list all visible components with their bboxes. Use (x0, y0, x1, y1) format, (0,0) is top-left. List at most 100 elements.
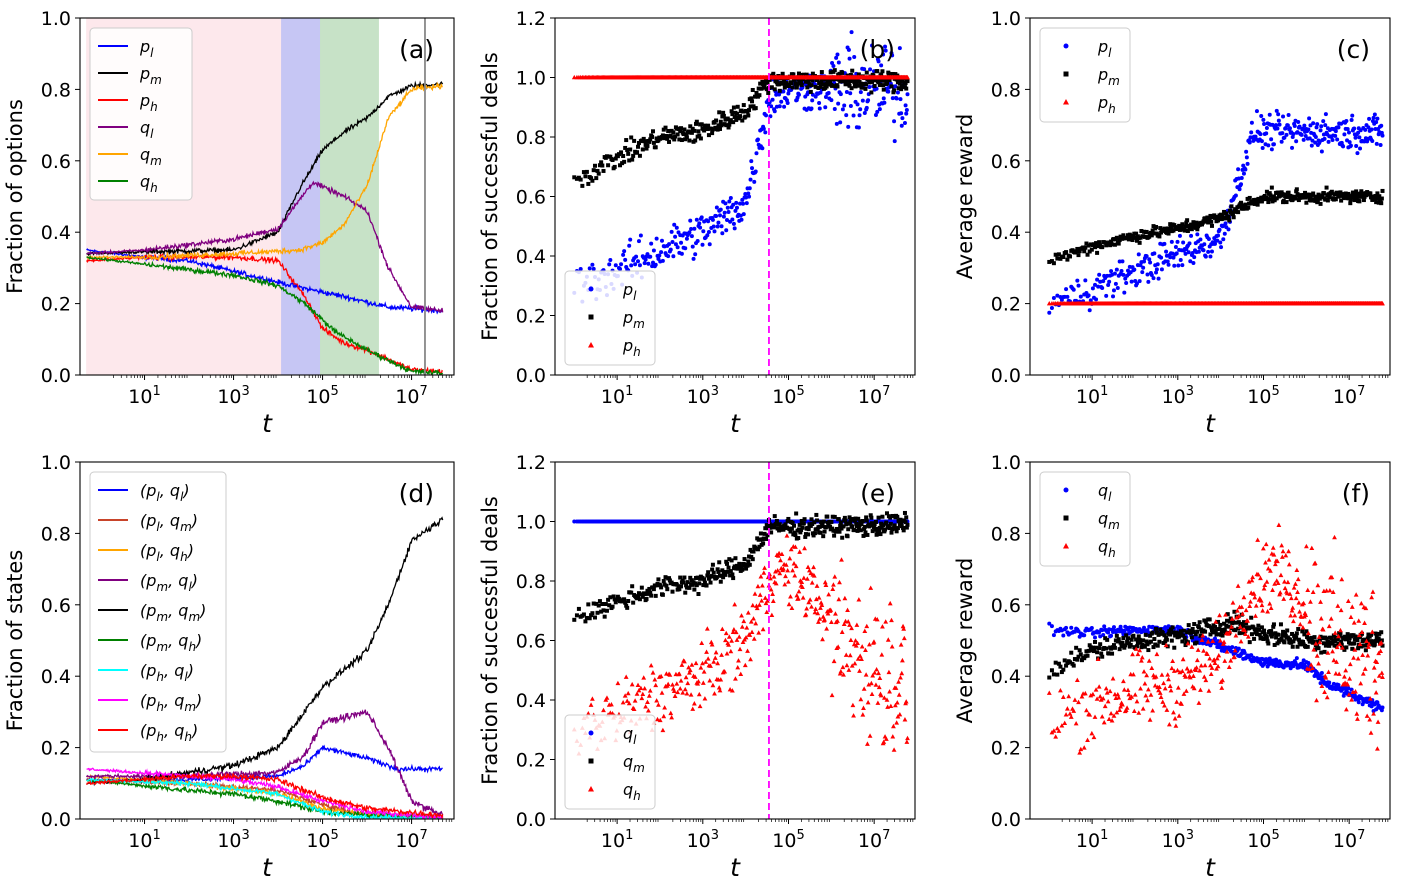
point-p_m (1266, 200, 1271, 205)
point-p_m (884, 80, 889, 85)
point-q_h (770, 591, 775, 596)
point-p_l (873, 113, 878, 118)
point-p_l (1354, 143, 1359, 148)
point-p_m (1185, 228, 1190, 233)
legend-label: pl (622, 280, 637, 303)
legend-item-(p_m,q_l): (pm, ql) (98, 571, 198, 594)
point-p_m (705, 127, 710, 132)
point-p_m (1256, 196, 1261, 201)
point-q_m (1059, 670, 1064, 675)
point-p_m (653, 145, 658, 150)
point-q_m (1186, 623, 1191, 628)
point-q_h (677, 686, 683, 691)
point-p_m (769, 85, 774, 90)
point-p_l (1093, 282, 1098, 287)
point-p_m (738, 114, 743, 119)
point-p_m (1294, 187, 1299, 192)
x-axis-label: t (730, 409, 741, 438)
point-p_l (1152, 251, 1157, 256)
point-p_l (683, 246, 688, 251)
point-p_m (642, 139, 647, 144)
line-(p_m,q_l) (86, 709, 444, 819)
point-p_l (591, 266, 596, 271)
y-tick-label: 0.0 (41, 365, 71, 387)
point-p_l (1145, 272, 1150, 277)
point-q_l (1380, 705, 1385, 710)
point-p_m (737, 116, 742, 121)
point-p_l (1219, 245, 1224, 250)
point-q_m (855, 528, 860, 533)
point-p_l (1323, 112, 1328, 117)
point-q_l (1093, 635, 1098, 640)
point-q_h (856, 597, 862, 602)
point-q_h (701, 669, 707, 674)
point-p_l (1276, 112, 1281, 117)
point-p_m (663, 125, 668, 130)
point-q_m (733, 556, 738, 561)
point-q_h (855, 640, 860, 646)
point-q_m (702, 580, 707, 585)
point-q_l (1356, 700, 1361, 705)
y-tick-label: 1.0 (516, 512, 546, 534)
point-p_l (829, 98, 834, 103)
point-q_m (858, 528, 863, 533)
point-q_m (706, 570, 711, 575)
point-q_m (859, 522, 864, 527)
point-p_m (819, 79, 824, 84)
point-q_m (1154, 630, 1159, 635)
point-q_m (904, 515, 909, 520)
point-q_h (690, 706, 696, 711)
point-p_l (720, 231, 725, 236)
point-p_l (726, 209, 731, 214)
point-p_m (838, 79, 843, 84)
point-p_l (637, 263, 642, 268)
point-q_m (599, 609, 604, 614)
point-p_l (1233, 193, 1238, 198)
point-q_m (830, 514, 835, 519)
series-q_m (572, 510, 910, 624)
point-q_m (811, 533, 816, 538)
point-p_m (664, 133, 669, 138)
point-p_m (721, 110, 726, 115)
point-p_m (875, 69, 880, 74)
point-p_m (808, 89, 813, 94)
point-q_h (588, 702, 594, 707)
point-q_m (1162, 633, 1167, 638)
point-q_h (686, 665, 691, 670)
point-q_m (1217, 626, 1222, 631)
point-q_m (1134, 637, 1139, 642)
legend-swatch (1063, 99, 1069, 105)
point-p_l (734, 205, 739, 210)
x-axis-label: t (730, 853, 741, 882)
point-q_m (1150, 630, 1155, 635)
point-q_h (770, 598, 776, 603)
point-p_m (1321, 191, 1326, 196)
series-q_m (86, 81, 443, 262)
point-p_m (881, 83, 886, 88)
point-p_m (1183, 224, 1188, 229)
point-p_l (772, 109, 777, 114)
point-p_l (856, 125, 861, 130)
point-q_m (794, 511, 799, 516)
point-p_l (1137, 279, 1142, 284)
point-q_h (812, 609, 818, 615)
point-q_m (574, 613, 579, 618)
point-q_h (726, 634, 732, 639)
point-p_l (1244, 155, 1249, 160)
point-q_m (1220, 633, 1225, 638)
point-p_m (1154, 225, 1159, 230)
point-p_l (1378, 143, 1383, 148)
point-p_l (1180, 263, 1185, 268)
axes-frame (1029, 17, 1391, 376)
point-q_h (843, 652, 849, 657)
point-p_m (1061, 255, 1066, 260)
point-p_l (679, 251, 684, 256)
point-q_h (640, 691, 646, 697)
point-q_m (798, 530, 803, 535)
point-p_m (843, 82, 848, 87)
point-p_m (864, 70, 869, 75)
point-q_m (649, 593, 654, 598)
point-p_l (706, 229, 711, 234)
point-p_l (817, 106, 822, 111)
point-q_h (719, 626, 725, 632)
